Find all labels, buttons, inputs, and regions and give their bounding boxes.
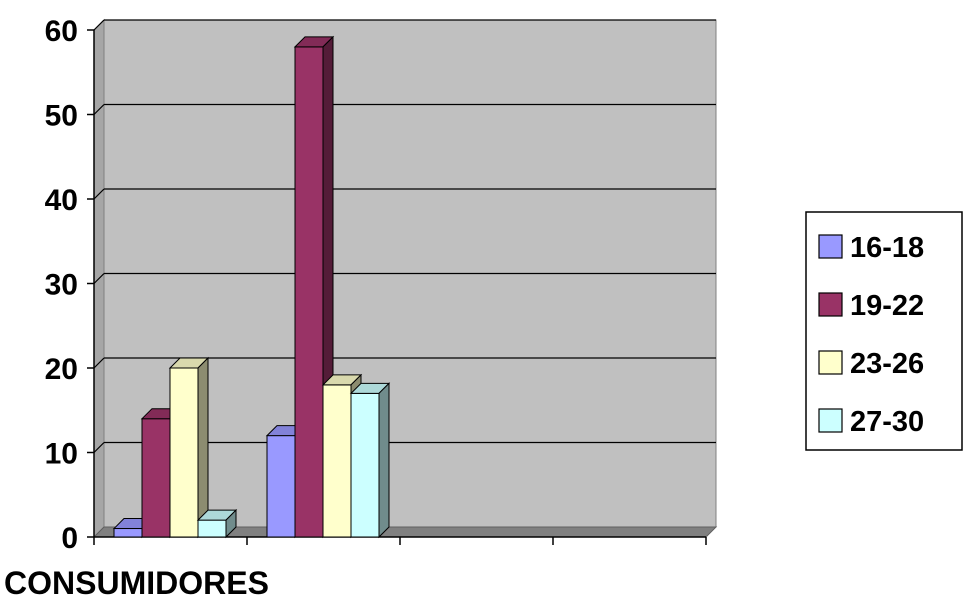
bar-front [266, 435, 296, 538]
bar-front [350, 392, 380, 538]
bar-front [197, 519, 227, 538]
legend-swatch [818, 350, 843, 375]
y-tick-label: 10 [45, 438, 78, 471]
bar [293, 35, 335, 539]
bar [349, 382, 391, 539]
bar-side [225, 508, 237, 539]
y-tick-label: 60 [45, 15, 78, 48]
legend-label: 27-30 [850, 406, 924, 438]
legend-label: 16-18 [850, 232, 924, 264]
legend-swatch [818, 408, 843, 433]
y-tick-label: 30 [45, 269, 78, 302]
legend-label: 23-26 [850, 348, 924, 380]
legend: 16-18 19-22 23-26 27-30 [805, 211, 963, 451]
gridline-side [93, 273, 105, 284]
x-axis-label: CONSUMIDORES [4, 565, 269, 601]
legend-label: 19-22 [850, 290, 924, 322]
y-tick-label: 20 [45, 353, 78, 386]
bar [196, 508, 238, 539]
bar-front [322, 384, 352, 538]
legend-swatch [818, 234, 843, 259]
bar-front [113, 528, 143, 538]
bar-front [169, 367, 199, 538]
gridline-side [93, 442, 105, 453]
bar-front [294, 46, 324, 538]
bar-side [197, 356, 209, 539]
bar-side [378, 382, 390, 539]
legend-swatch [818, 292, 843, 317]
gridline-side [93, 104, 105, 115]
y-tick-label: 40 [45, 184, 78, 217]
bar-front [141, 418, 171, 538]
y-tick-label: 50 [45, 100, 78, 133]
gridline-side [93, 19, 105, 31]
bars [112, 35, 391, 539]
y-tick-labels: 0 10 20 30 40 50 60 [45, 15, 78, 555]
gridline-side [93, 188, 105, 200]
gridline-side [93, 357, 105, 369]
y-tick-label: 0 [61, 522, 78, 555]
bar [168, 356, 210, 539]
